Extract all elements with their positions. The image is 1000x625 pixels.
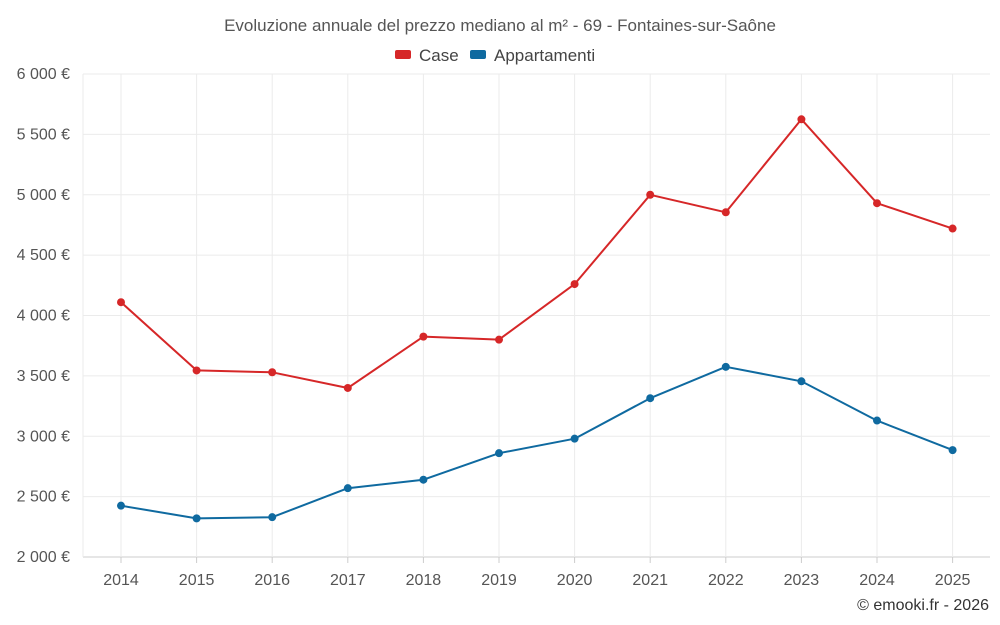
y-tick-label: 3 000 € — [17, 428, 70, 445]
data-point-case[interactable] — [948, 224, 957, 233]
data-point-appartamenti[interactable] — [570, 434, 579, 443]
data-point-appartamenti[interactable] — [495, 449, 503, 458]
credit-text: © emooki.fr - 2026 — [857, 597, 989, 614]
data-point-appartamenti[interactable] — [646, 394, 655, 403]
grid — [82, 73, 990, 558]
y-tick-label: 5 000 € — [17, 187, 70, 204]
data-point-appartamenti[interactable] — [192, 514, 201, 523]
data-point-appartamenti[interactable] — [419, 475, 428, 484]
series-line-case — [120, 118, 953, 389]
x-tick-label: 2018 — [406, 572, 442, 589]
x-tick-label: 2019 — [481, 572, 517, 589]
y-tick-label: 2 500 € — [17, 489, 70, 506]
x-tick-label: 2017 — [330, 572, 366, 589]
legend-swatch-case — [395, 50, 411, 59]
data-point-appartamenti[interactable] — [721, 362, 730, 371]
x-tick-label: 2024 — [859, 572, 895, 589]
x-tick-label: 2020 — [557, 572, 593, 589]
data-point-case[interactable] — [721, 208, 730, 217]
data-point-appartamenti[interactable] — [948, 446, 957, 455]
series-line-appartamenti — [120, 365, 953, 520]
data-point-appartamenti[interactable] — [268, 513, 277, 522]
y-tick-label: 2 000 € — [17, 549, 70, 566]
x-axis: 2014 2015 2016 2017 2018 2019 2020 2021 2022 2023… — [103, 557, 970, 589]
data-point-case[interactable] — [495, 335, 503, 344]
x-tick-label: 2023 — [784, 572, 820, 589]
data-point-case[interactable] — [192, 366, 201, 375]
data-point-case[interactable] — [570, 280, 579, 289]
x-tick-label: 2014 — [103, 572, 139, 589]
y-tick-label: 4 500 € — [17, 247, 70, 264]
data-point-appartamenti[interactable] — [873, 416, 881, 425]
data-point-case[interactable] — [797, 115, 806, 124]
y-tick-label: 3 500 € — [17, 368, 70, 385]
x-tick-label: 2015 — [179, 572, 215, 589]
y-tick-label: 4 000 € — [17, 308, 70, 325]
data-point-appartamenti[interactable] — [797, 377, 806, 386]
data-point-case[interactable] — [646, 190, 655, 199]
data-point-case[interactable] — [343, 383, 352, 392]
x-tick-label: 2025 — [935, 572, 971, 589]
data-point-case[interactable] — [268, 368, 277, 377]
x-tick-label: 2021 — [632, 572, 668, 589]
y-axis: 2 000 € 2 500 € 3 000 € 3 500 € 4 000 € 4 500… — [17, 66, 70, 566]
x-tick-label: 2022 — [708, 572, 744, 589]
y-tick-label: 5 500 € — [17, 126, 70, 143]
data-point-case[interactable] — [873, 199, 881, 208]
data-point-appartamenti[interactable] — [117, 501, 125, 510]
series-layer — [117, 115, 957, 523]
legend-label-case[interactable]: Case — [419, 46, 459, 65]
legend-swatch-appartamenti — [470, 50, 486, 59]
y-tick-label: 6 000 € — [17, 66, 70, 83]
chart-title: Evoluzione annuale del prezzo mediano al… — [224, 16, 776, 35]
x-tick-label: 2016 — [254, 572, 290, 589]
legend-label-appartamenti[interactable]: Appartamenti — [494, 46, 595, 65]
data-point-case[interactable] — [117, 298, 125, 307]
legend: Case Appartamenti — [395, 46, 595, 65]
data-point-case[interactable] — [419, 332, 428, 341]
data-point-appartamenti[interactable] — [343, 484, 352, 493]
